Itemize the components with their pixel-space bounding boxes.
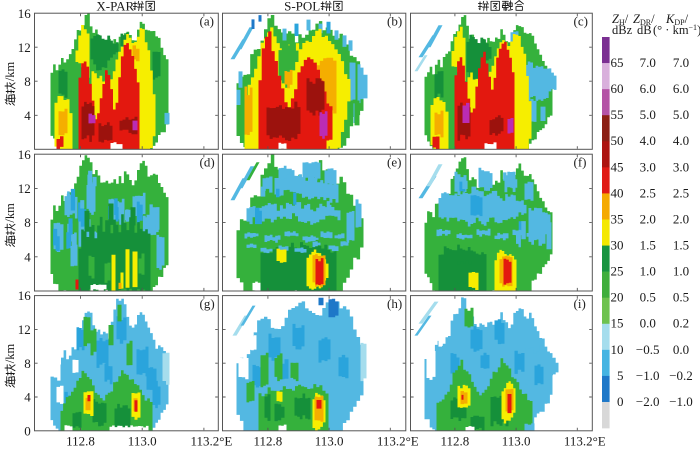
svg-text:12: 12: [18, 40, 31, 55]
svg-text:0.5: 0.5: [673, 290, 689, 305]
svg-text:4: 4: [24, 390, 31, 405]
svg-text:/km: /km: [3, 61, 17, 81]
svg-text:1.5: 1.5: [640, 238, 656, 253]
svg-text:(c): (c): [574, 14, 588, 29]
svg-text:1.0: 1.0: [640, 264, 656, 279]
svg-text:16: 16: [18, 288, 32, 303]
svg-text:ZH/: ZH/: [612, 12, 629, 27]
svg-text:4: 4: [24, 108, 31, 123]
svg-text:30: 30: [611, 238, 624, 253]
svg-text:3.0: 3.0: [673, 159, 689, 174]
svg-text:5: 5: [617, 368, 624, 383]
svg-text:1.5: 1.5: [673, 238, 689, 253]
svg-text:2.5: 2.5: [640, 185, 656, 200]
svg-text:(a): (a): [200, 14, 214, 29]
svg-text:−0.5: −0.5: [636, 342, 660, 357]
svg-text:25: 25: [611, 264, 624, 279]
svg-text:112.8: 112.8: [254, 433, 283, 447]
svg-text:(g): (g): [200, 296, 215, 311]
svg-text:113.0: 113.0: [128, 433, 157, 447]
svg-text:113.0: 113.0: [502, 433, 531, 447]
svg-text:X-PAR: X-PAR: [96, 0, 134, 14]
svg-text:(i): (i): [574, 296, 586, 311]
svg-text:113.0: 113.0: [315, 433, 344, 447]
svg-text:dBz: dBz: [612, 23, 633, 37]
svg-text:/km: /km: [3, 203, 17, 223]
svg-text:50: 50: [611, 133, 624, 148]
svg-text:0: 0: [24, 423, 31, 438]
svg-text:ZDR/: ZDR/: [633, 12, 655, 27]
svg-text:4.0: 4.0: [640, 133, 656, 148]
svg-text:112.8: 112.8: [66, 433, 95, 447]
svg-text:dB: dB: [637, 23, 652, 37]
svg-text:(° · km−1): (° · km−1): [653, 23, 700, 37]
svg-text:8: 8: [24, 74, 31, 89]
svg-text:6.0: 6.0: [640, 81, 656, 96]
svg-text:S-POL: S-POL: [284, 0, 320, 14]
svg-text:4.0: 4.0: [673, 133, 689, 148]
svg-text:0: 0: [617, 394, 624, 409]
svg-text:8: 8: [24, 356, 31, 371]
svg-text:(f): (f): [574, 155, 587, 170]
svg-text:(h): (h): [387, 296, 402, 311]
svg-text:113.2°E: 113.2°E: [377, 433, 419, 447]
svg-text:3.0: 3.0: [640, 159, 656, 174]
svg-text:/km: /km: [3, 343, 17, 363]
svg-text:113.2°E: 113.2°E: [190, 433, 232, 447]
svg-text:15: 15: [611, 316, 624, 331]
svg-text:(d): (d): [200, 155, 215, 170]
svg-text:65: 65: [611, 55, 624, 70]
svg-text:10: 10: [611, 342, 624, 357]
svg-text:45: 45: [611, 159, 624, 174]
svg-text:0.2: 0.2: [673, 316, 689, 331]
svg-text:4: 4: [24, 249, 31, 264]
svg-text:(b): (b): [387, 14, 402, 29]
svg-text:2.0: 2.0: [640, 211, 656, 226]
svg-text:7.0: 7.0: [673, 55, 689, 70]
svg-text:60: 60: [611, 81, 624, 96]
svg-text:8: 8: [24, 215, 31, 230]
svg-text:12: 12: [18, 181, 31, 196]
svg-text:2.0: 2.0: [673, 211, 689, 226]
svg-text:5.0: 5.0: [640, 107, 656, 122]
svg-text:−0.2: −0.2: [669, 368, 693, 383]
svg-text:0.0: 0.0: [640, 316, 656, 331]
svg-text:113.2°E: 113.2°E: [564, 433, 606, 447]
svg-text:−1.0: −1.0: [636, 368, 660, 383]
svg-text:12: 12: [18, 322, 31, 337]
svg-text:6.0: 6.0: [673, 81, 689, 96]
svg-text:−2.0: −2.0: [636, 394, 660, 409]
svg-text:0.5: 0.5: [640, 290, 656, 305]
svg-text:35: 35: [611, 211, 624, 226]
svg-text:40: 40: [611, 185, 624, 200]
svg-text:112.8: 112.8: [441, 433, 470, 447]
svg-text:16: 16: [18, 6, 32, 21]
svg-text:0.0: 0.0: [673, 342, 689, 357]
svg-text:1.0: 1.0: [673, 264, 689, 279]
svg-text:55: 55: [611, 107, 624, 122]
svg-text:16: 16: [18, 147, 32, 162]
svg-text:5.0: 5.0: [673, 107, 689, 122]
svg-text:−1.0: −1.0: [669, 394, 693, 409]
svg-text:KDP/: KDP/: [665, 12, 689, 27]
svg-text:(e): (e): [387, 155, 401, 170]
svg-text:2.5: 2.5: [673, 185, 689, 200]
svg-text:7.0: 7.0: [640, 55, 656, 70]
svg-text:20: 20: [611, 290, 624, 305]
